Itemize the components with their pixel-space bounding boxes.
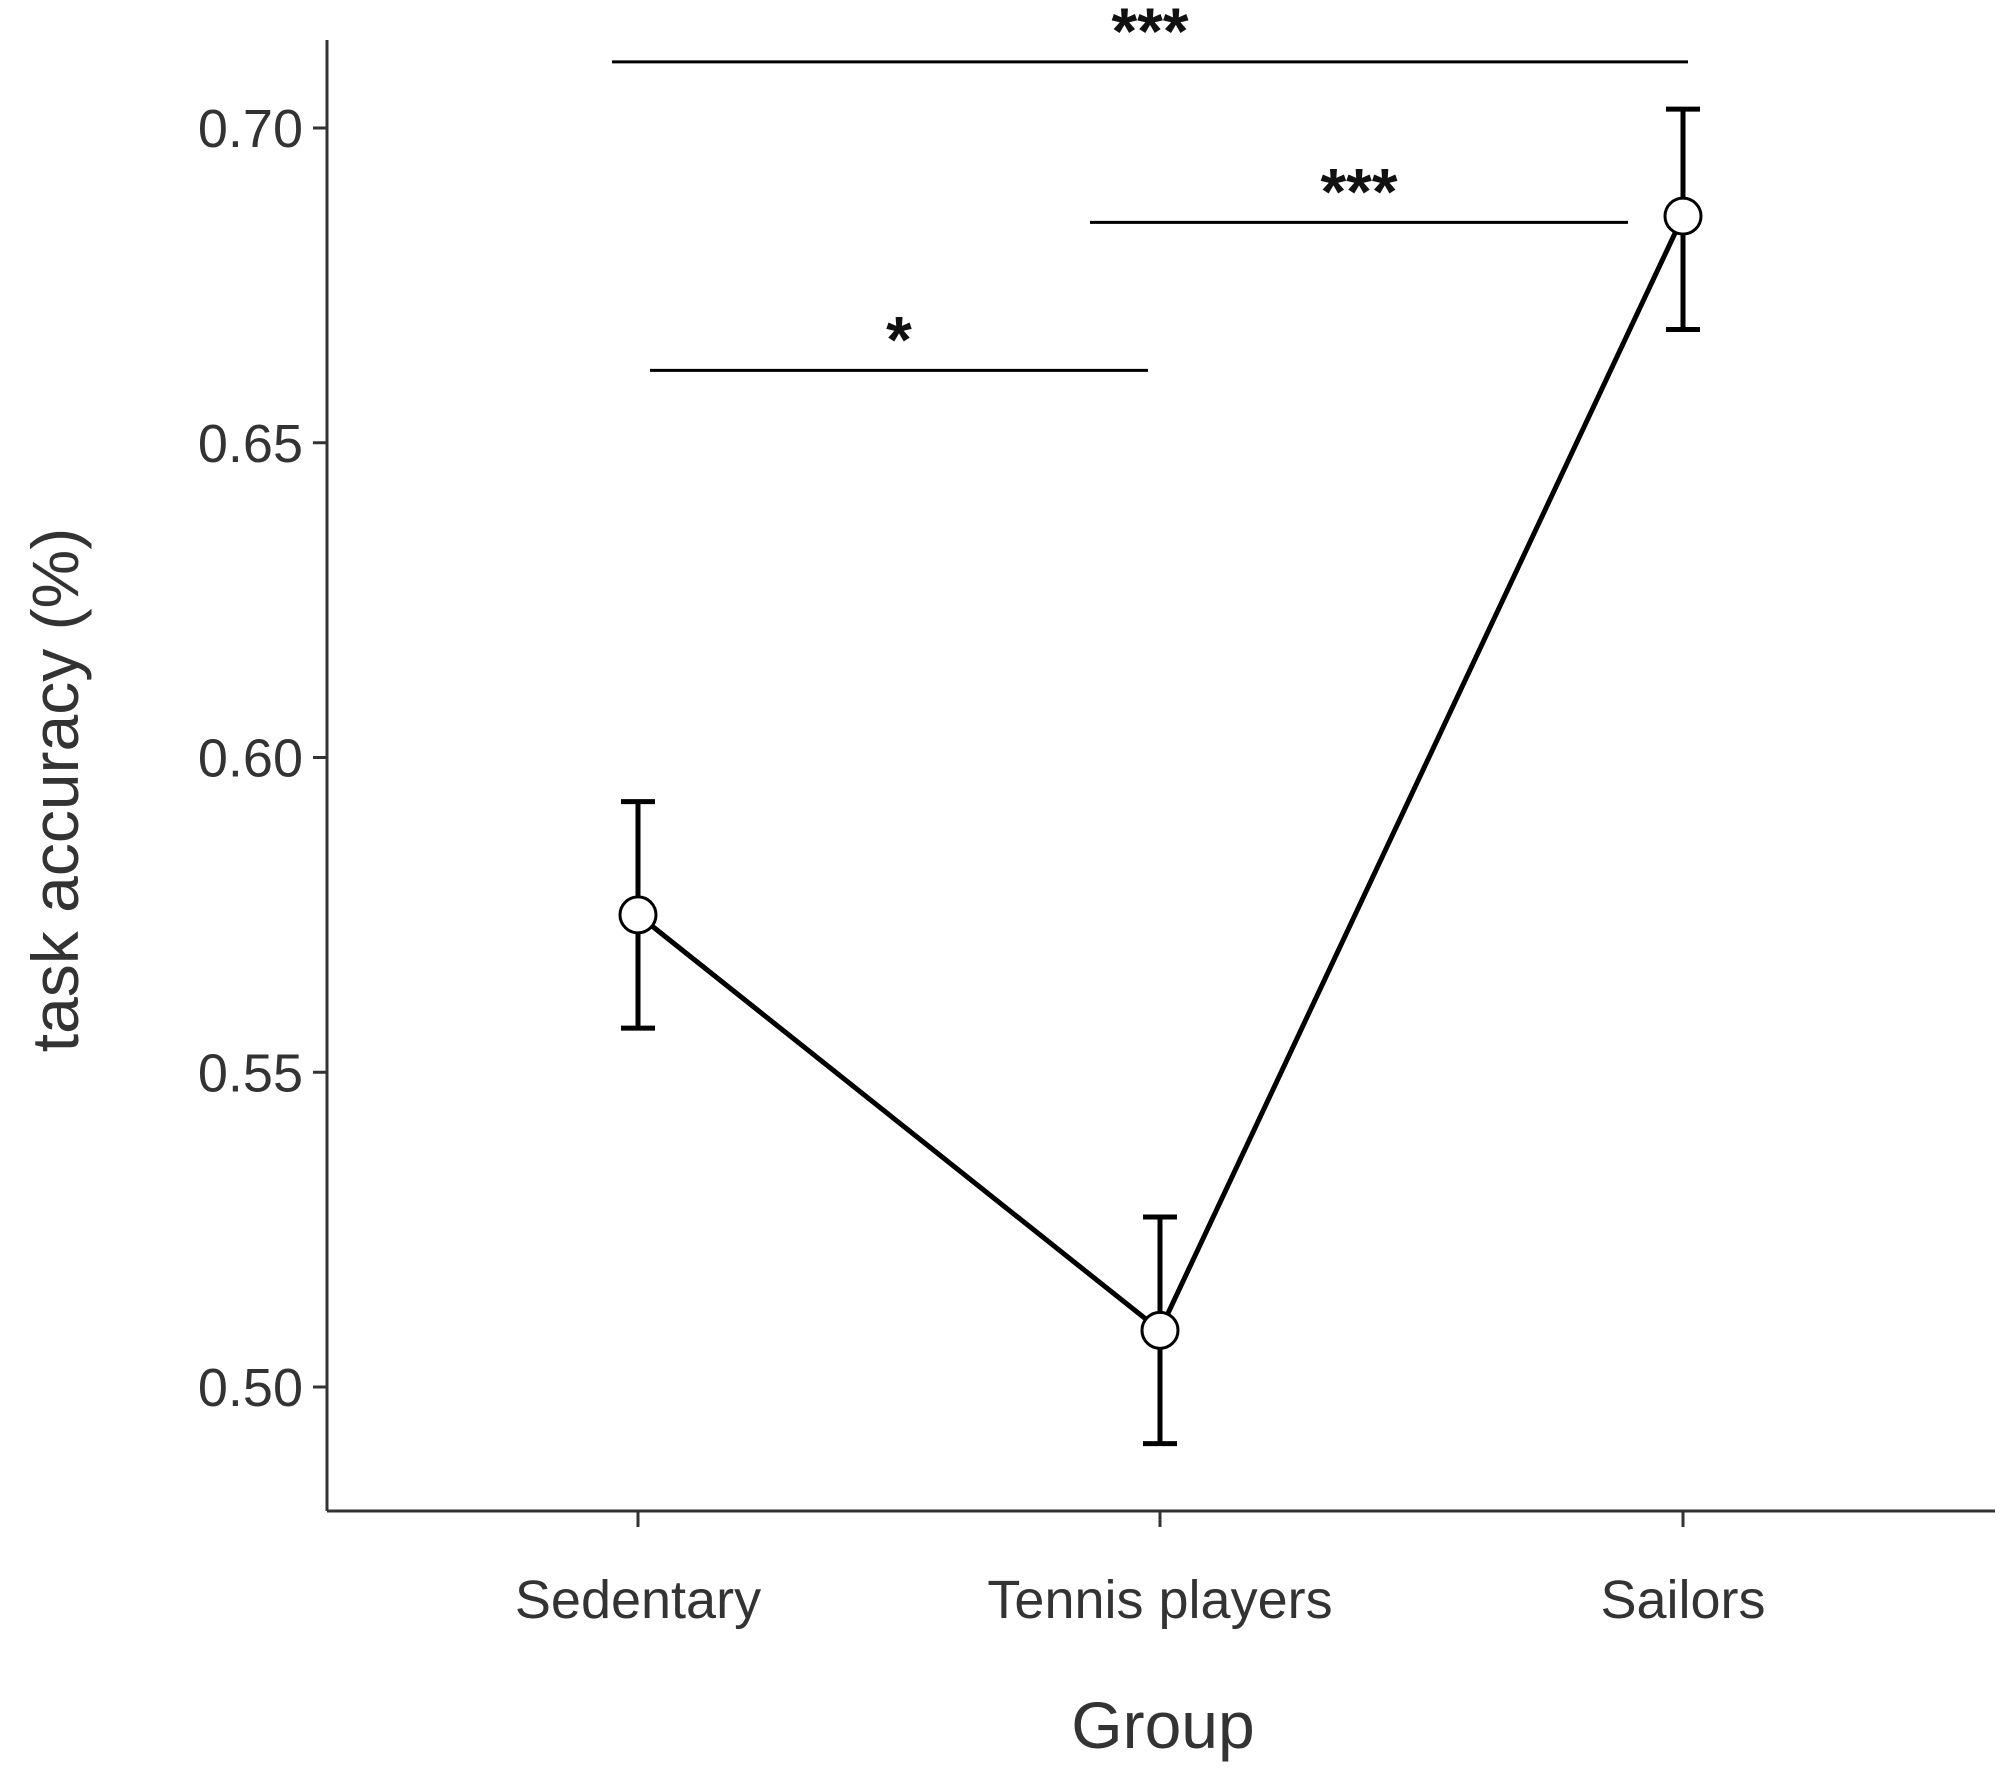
significance-label: *** <box>1320 154 1397 228</box>
x-tick-label: Sedentary <box>515 1570 761 1630</box>
y-tick-label: 0.55 <box>198 1043 303 1103</box>
data-point <box>618 895 658 935</box>
significance-label: *** <box>1111 0 1188 68</box>
significance-label: * <box>886 302 912 376</box>
x-axis-title: Group <box>1071 1688 1254 1762</box>
series-line <box>636 215 1686 1333</box>
x-tick-label: Tennis players <box>987 1570 1332 1630</box>
y-tick-label: 0.65 <box>198 414 303 474</box>
significance-brackets: ******* <box>612 0 1688 376</box>
data-series <box>618 106 1703 1447</box>
y-tick-label: 0.70 <box>198 99 303 159</box>
axes: 0.50 0.55 0.60 0.65 0.70 Sedentary Tennis play… <box>198 40 1995 1630</box>
data-point <box>1663 196 1703 236</box>
x-tick-label: Sailors <box>1600 1570 1765 1630</box>
y-axis-title: task accuracy (%) <box>18 528 92 1052</box>
y-tick-label: 0.50 <box>198 1358 303 1418</box>
y-tick-label: 0.60 <box>198 729 303 789</box>
data-point <box>1140 1310 1180 1350</box>
